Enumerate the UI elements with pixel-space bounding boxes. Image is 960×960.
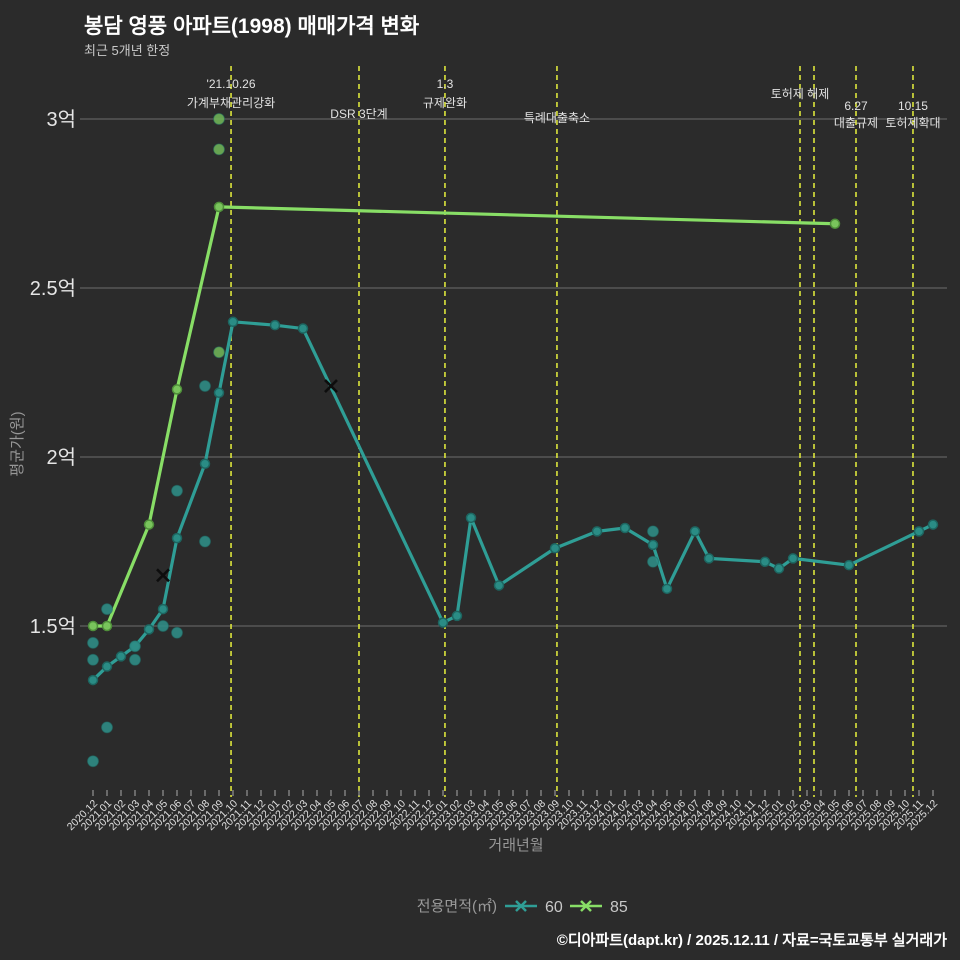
scatter-points (87, 113, 659, 768)
data-point-60[interactable] (549, 543, 561, 554)
annotation-label: DSR 3단계 (330, 107, 387, 121)
x-axis-title: 거래년월 (488, 837, 543, 854)
y-axis-title: 평균가(원) (9, 411, 26, 476)
data-point-85[interactable] (171, 384, 183, 395)
transaction-dot-60[interactable] (101, 721, 113, 734)
annotation-label: 10.15 (898, 99, 928, 113)
transaction-dot-60[interactable] (171, 484, 183, 497)
y-tick-label: 1.5억 (30, 615, 76, 638)
legend: 전용면적(㎡) 60 85 (417, 898, 628, 916)
annotation-label: 특례대출축소 (524, 111, 590, 125)
chart-subtitle: 최근 5개년 한정 (84, 43, 170, 58)
annotation-label: 대출규제 (834, 116, 878, 130)
y-tick-label: 2.5억 (30, 277, 76, 300)
data-point-60[interactable] (759, 556, 771, 568)
annotation-label: 가계부채관리강화 (187, 96, 275, 110)
data-point-60[interactable] (591, 526, 603, 537)
data-point-60[interactable] (115, 651, 127, 662)
annotation-label: 규제완화 (423, 96, 467, 110)
y-tick-label: 3억 (46, 108, 76, 131)
transaction-dot-60[interactable] (129, 640, 141, 653)
annotation-label: 1.3 (437, 77, 454, 91)
series-lines (87, 201, 939, 686)
transaction-dot-60[interactable] (647, 555, 659, 568)
transaction-dot-60[interactable] (647, 525, 659, 538)
data-point-60[interactable] (787, 553, 799, 564)
transaction-dot-60[interactable] (157, 620, 169, 632)
transaction-dot-85[interactable] (213, 346, 225, 359)
data-point-60[interactable] (437, 617, 449, 628)
data-point-60[interactable] (773, 563, 785, 574)
transaction-dot-85[interactable] (213, 113, 225, 125)
data-point-60[interactable] (227, 316, 239, 328)
data-point-60[interactable] (465, 512, 477, 524)
data-point-60[interactable] (647, 539, 659, 551)
legend-item-85[interactable]: 85 (570, 899, 628, 916)
data-point-60[interactable] (199, 458, 211, 470)
footer-credit: ©디아파트(dapt.kr) / 2025.12.11 / 자료=국토교통부 실… (557, 932, 947, 949)
transaction-dot-85[interactable] (213, 143, 225, 156)
annotation-label: 토허제 해제 (771, 87, 830, 101)
annotation-label: '21.10.26 (207, 77, 256, 91)
cancelled-deal-x-marker[interactable] (156, 568, 170, 583)
data-point-60[interactable] (913, 526, 925, 537)
y-axis-ticks: 1.5억 2억 2.5억 3억 (30, 108, 76, 638)
event-lines (230, 66, 914, 797)
data-point-60[interactable] (171, 532, 183, 544)
data-point-60[interactable] (101, 661, 113, 672)
data-point-60[interactable] (927, 519, 939, 530)
y-tick-label: 2억 (46, 446, 76, 469)
data-point-60[interactable] (269, 319, 281, 331)
data-point-85[interactable] (213, 201, 225, 213)
data-point-60[interactable] (213, 387, 225, 399)
x-axis-ticks: 2020.122021.012021.022021.032021.042021.… (65, 790, 940, 833)
annotation-label: 6.27 (844, 99, 868, 113)
data-point-60[interactable] (157, 603, 169, 615)
transaction-dot-60[interactable] (171, 626, 183, 639)
data-point-60[interactable] (619, 522, 631, 534)
data-point-85[interactable] (829, 218, 841, 230)
transaction-dot-60[interactable] (129, 653, 141, 666)
data-point-60[interactable] (87, 674, 99, 686)
data-point-60[interactable] (703, 553, 715, 564)
legend-entry-label: 85 (610, 899, 628, 916)
data-point-85[interactable] (143, 519, 155, 530)
gridlines (80, 118, 947, 627)
data-point-60[interactable] (451, 610, 463, 622)
data-point-60[interactable] (661, 583, 673, 595)
page-title: 봉담 영풍 아파트(1998) 매매가격 변화 (84, 15, 420, 38)
transaction-dot-60[interactable] (87, 755, 99, 768)
data-point-60[interactable] (843, 559, 855, 571)
data-point-60[interactable] (493, 580, 505, 591)
data-point-85[interactable] (101, 620, 113, 632)
data-point-60[interactable] (143, 624, 155, 635)
transaction-dot-60[interactable] (199, 380, 211, 393)
transaction-dot-60[interactable] (101, 603, 113, 616)
data-point-85[interactable] (87, 620, 99, 632)
data-point-60[interactable] (297, 323, 309, 334)
legend-item-60[interactable]: 60 (505, 899, 563, 916)
transaction-dot-60[interactable] (199, 535, 211, 548)
legend-title: 전용면적(㎡) (417, 898, 497, 915)
legend-entry-label: 60 (545, 899, 563, 916)
transaction-dot-60[interactable] (87, 636, 99, 649)
data-point-60[interactable] (689, 526, 701, 537)
cancelled-deal-x-marker[interactable] (324, 379, 338, 393)
annotation-label: 토허제확대 (885, 116, 940, 130)
transaction-dot-60[interactable] (87, 653, 99, 666)
